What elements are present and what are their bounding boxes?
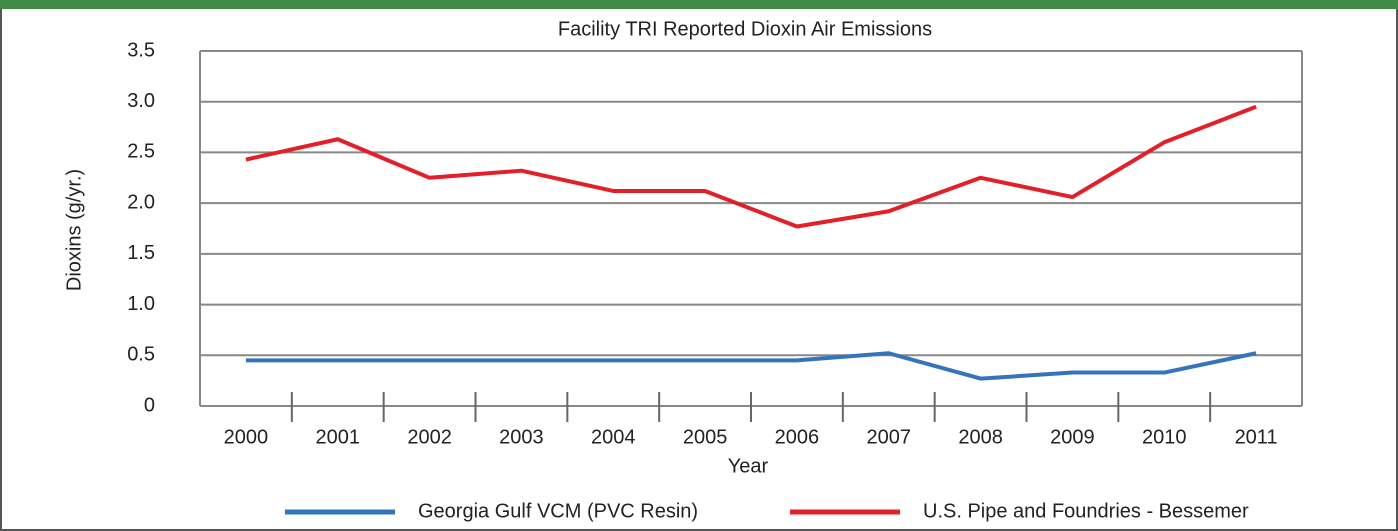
- y-tick-label: 2.5: [127, 141, 155, 163]
- y-tick-label: 3.5: [127, 39, 155, 61]
- y-tick-label: 2.0: [127, 191, 155, 213]
- x-tick-label: 2009: [1050, 426, 1095, 448]
- header-band: [0, 0, 1398, 9]
- x-tick-label: 2010: [1142, 426, 1187, 448]
- x-axis-label: Year: [728, 455, 769, 477]
- legend-label: Georgia Gulf VCM (PVC Resin): [418, 500, 698, 522]
- line-series: [245, 104, 1257, 229]
- x-tick-label: 2011: [1235, 426, 1278, 448]
- x-tick-label: 2000: [224, 426, 269, 448]
- x-tick-label: 2003: [499, 426, 544, 448]
- y-tick-label: 0.5: [127, 344, 155, 366]
- x-tick-label: 2008: [958, 426, 1003, 448]
- y-axis-label: Dioxins (g/yr.): [63, 169, 85, 291]
- chart-title: Facility TRI Reported Dioxin Air Emissio…: [558, 18, 932, 40]
- legend-label: U.S. Pipe and Foundries - Bessemer: [923, 500, 1249, 522]
- x-tick-label: 2001: [316, 426, 361, 448]
- x-tick-label: 2007: [867, 426, 912, 448]
- x-tick-label: 2004: [591, 426, 636, 448]
- x-tick-label: 2002: [407, 426, 452, 448]
- x-tick-label: 2006: [775, 426, 820, 448]
- y-tick-label: 1.5: [127, 242, 155, 264]
- line-series: [245, 351, 1257, 381]
- x-tick-label: 2005: [683, 426, 728, 448]
- y-tick-label: 3.0: [127, 90, 155, 112]
- y-tick-label: 0: [144, 394, 155, 416]
- y-tick-label: 1.0: [127, 293, 155, 315]
